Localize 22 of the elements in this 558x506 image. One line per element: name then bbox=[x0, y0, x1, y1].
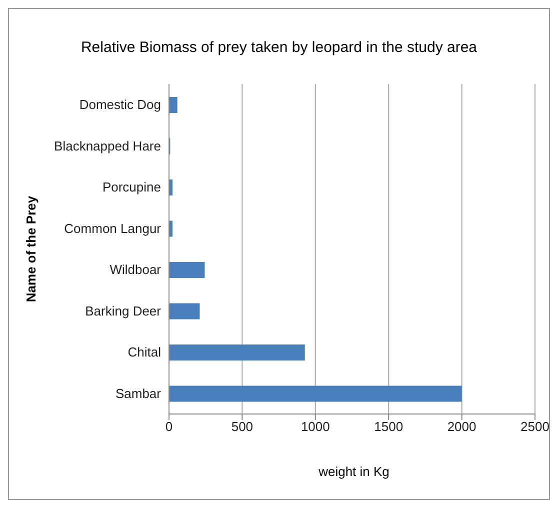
y-tick-label: Porcupine bbox=[102, 180, 161, 195]
y-axis-title: Name of the Prey bbox=[24, 196, 38, 302]
bar bbox=[169, 344, 305, 360]
y-tick-label: Sambar bbox=[115, 386, 162, 401]
x-tick-label: 2000 bbox=[447, 419, 476, 434]
x-tick-label: 0 bbox=[165, 419, 173, 434]
bar bbox=[169, 97, 178, 113]
y-tick-label: Chital bbox=[128, 344, 162, 360]
y-tick-label: Barking Deer bbox=[85, 303, 162, 318]
x-tick-label: 2500 bbox=[520, 419, 550, 434]
y-tick-label: Wildboar bbox=[110, 262, 162, 278]
bar bbox=[169, 262, 205, 278]
bar bbox=[169, 386, 462, 402]
y-tick-label: Common Langur bbox=[64, 220, 162, 236]
x-axis-title: weight in Kg bbox=[318, 464, 390, 479]
x-tick-label: 500 bbox=[231, 419, 254, 434]
x-tick-label: 1500 bbox=[374, 419, 404, 434]
x-tick-label: 1000 bbox=[300, 419, 330, 434]
y-tick-label: Blacknapped Hare bbox=[54, 138, 161, 154]
y-tick-label: Domestic Dog bbox=[79, 97, 161, 112]
chart-title: Relative Biomass of prey taken by leopard in the study area bbox=[80, 39, 478, 56]
bar bbox=[169, 303, 200, 320]
